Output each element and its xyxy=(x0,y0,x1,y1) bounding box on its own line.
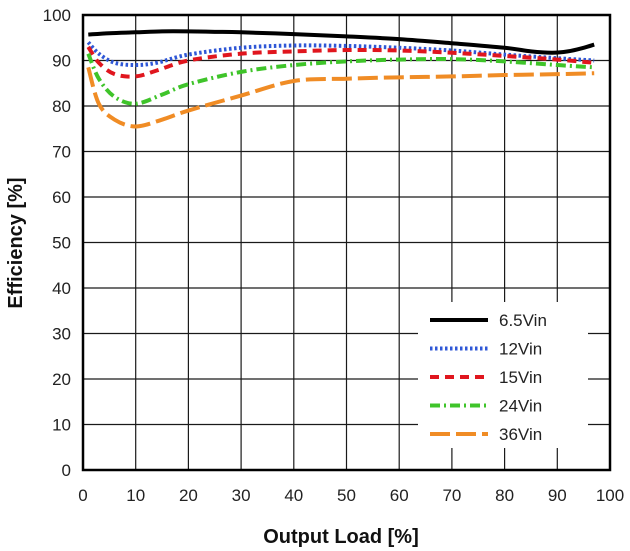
x-tick-label: 20 xyxy=(179,486,198,505)
series-line-24vin xyxy=(86,52,595,106)
series-line-15vin xyxy=(86,45,595,79)
legend: 6.5Vin 12Vin 15Vin 24Vin 36Vin xyxy=(418,302,588,448)
legend-label: 15Vin xyxy=(499,368,542,387)
series-lines xyxy=(86,29,595,129)
legend-label: 6.5Vin xyxy=(499,311,547,330)
x-tick-label: 30 xyxy=(232,486,251,505)
y-tick-label: 10 xyxy=(52,416,71,435)
series-line-36vin xyxy=(86,66,595,129)
y-tick-label: 40 xyxy=(52,279,71,298)
y-tick-label: 20 xyxy=(52,370,71,389)
x-tick-label: 100 xyxy=(596,486,624,505)
x-tick-label: 80 xyxy=(495,486,514,505)
y-tick-label: 60 xyxy=(52,188,71,207)
x-tick-label: 50 xyxy=(337,486,356,505)
y-axis-ticks: 0 10 20 30 40 50 60 70 80 90 100 xyxy=(43,6,71,480)
y-tick-label: 50 xyxy=(52,234,71,253)
series-line-6-5vin xyxy=(88,29,595,55)
x-tick-label: 10 xyxy=(126,486,145,505)
y-tick-label: 90 xyxy=(52,52,71,71)
y-axis-label: Efficiency [%] xyxy=(5,177,27,308)
y-tick-label: 80 xyxy=(52,97,71,116)
legend-label: 36Vin xyxy=(499,425,542,444)
legend-label: 24Vin xyxy=(499,397,542,416)
y-tick-label: 30 xyxy=(52,325,71,344)
x-axis-label: Output Load [%] xyxy=(263,526,419,548)
x-tick-label: 0 xyxy=(78,486,87,505)
legend-label: 12Vin xyxy=(499,340,542,359)
x-tick-label: 60 xyxy=(390,486,409,505)
x-tick-label: 90 xyxy=(548,486,567,505)
x-axis-ticks: 0 10 20 30 40 50 60 70 80 90 100 xyxy=(78,486,624,505)
x-tick-label: 70 xyxy=(442,486,461,505)
y-tick-label: 0 xyxy=(62,461,71,480)
plot-frame xyxy=(81,13,612,472)
y-tick-label: 100 xyxy=(43,6,71,25)
y-tick-label: 70 xyxy=(52,143,71,162)
x-tick-label: 40 xyxy=(284,486,303,505)
